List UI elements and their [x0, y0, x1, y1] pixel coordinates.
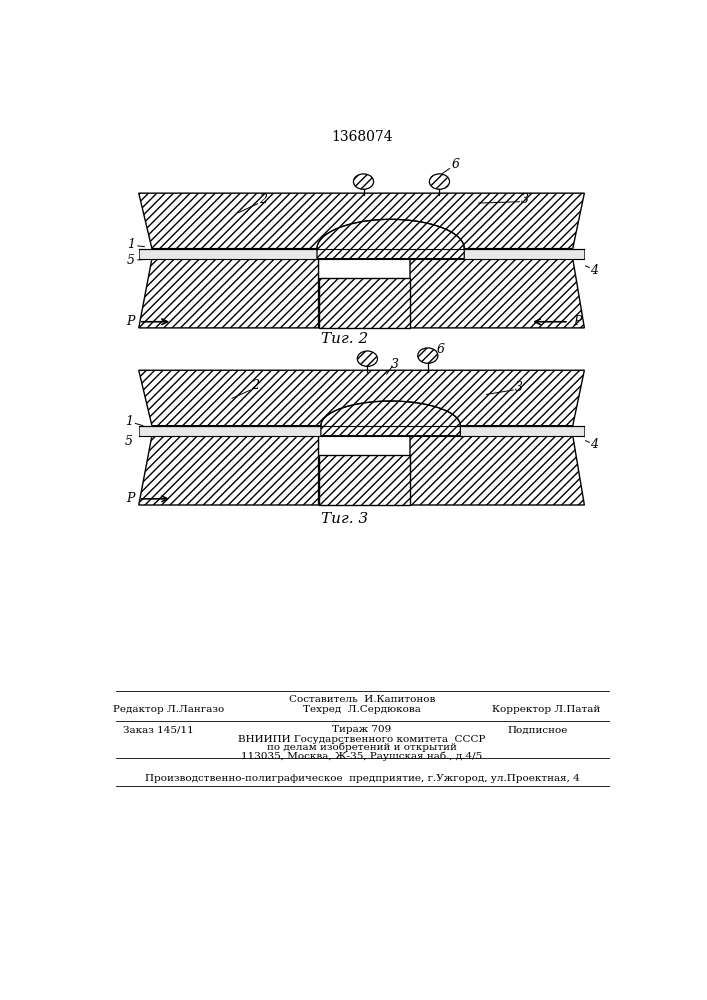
Text: Заказ 145/11: Заказ 145/11: [123, 725, 194, 734]
Polygon shape: [319, 455, 410, 505]
Text: 3: 3: [515, 381, 522, 394]
Text: 1: 1: [124, 415, 133, 428]
Polygon shape: [410, 259, 585, 328]
Text: P: P: [127, 315, 135, 328]
Text: 3: 3: [520, 193, 529, 206]
Text: 6: 6: [452, 158, 460, 171]
Text: 5: 5: [127, 254, 135, 267]
Ellipse shape: [354, 174, 373, 189]
Text: 2: 2: [259, 193, 267, 206]
Text: Тираж 709: Тираж 709: [332, 725, 392, 734]
Text: 113035, Москва, Ж-35, Раушская наб., д.4/5: 113035, Москва, Ж-35, Раушская наб., д.4…: [241, 751, 483, 761]
Text: P: P: [127, 492, 135, 505]
Polygon shape: [139, 249, 585, 259]
Text: 2: 2: [251, 379, 259, 392]
Polygon shape: [319, 278, 410, 328]
Text: 6: 6: [437, 343, 445, 356]
Text: по делам изобретений и открытий: по делам изобретений и открытий: [267, 743, 457, 752]
Text: Производственно-полиграфическое  предприятие, г.Ужгород, ул.Проектная, 4: Производственно-полиграфическое предприя…: [144, 774, 579, 783]
Polygon shape: [317, 219, 464, 259]
Polygon shape: [139, 193, 585, 249]
Text: Составитель  И.Капитонов: Составитель И.Капитонов: [288, 695, 435, 704]
Polygon shape: [139, 370, 585, 426]
Text: Техред  Л.Сердюкова: Техред Л.Сердюкова: [303, 705, 421, 714]
Text: 4: 4: [590, 438, 598, 451]
Text: 1368074: 1368074: [331, 130, 393, 144]
Text: Корректор Л.Патай: Корректор Л.Патай: [491, 705, 600, 714]
Ellipse shape: [418, 348, 438, 363]
Polygon shape: [139, 259, 319, 328]
Polygon shape: [410, 436, 585, 505]
Polygon shape: [321, 401, 460, 436]
Text: ВНИИПИ Государственного комитета  СССР: ВНИИПИ Государственного комитета СССР: [238, 735, 486, 744]
Polygon shape: [139, 436, 319, 505]
Text: 5: 5: [124, 435, 133, 448]
Text: P: P: [573, 315, 581, 328]
Text: Τиг. 3: Τиг. 3: [320, 512, 368, 526]
Text: 4: 4: [590, 264, 598, 277]
Polygon shape: [139, 426, 585, 436]
Text: Редактор Л.Лангазо: Редактор Л.Лангазо: [112, 705, 224, 714]
Ellipse shape: [429, 174, 450, 189]
Text: 1: 1: [127, 238, 135, 251]
Text: Τиг. 2: Τиг. 2: [320, 332, 368, 346]
Text: 3: 3: [390, 358, 399, 371]
Ellipse shape: [357, 351, 378, 366]
Text: Подписное: Подписное: [508, 725, 568, 734]
